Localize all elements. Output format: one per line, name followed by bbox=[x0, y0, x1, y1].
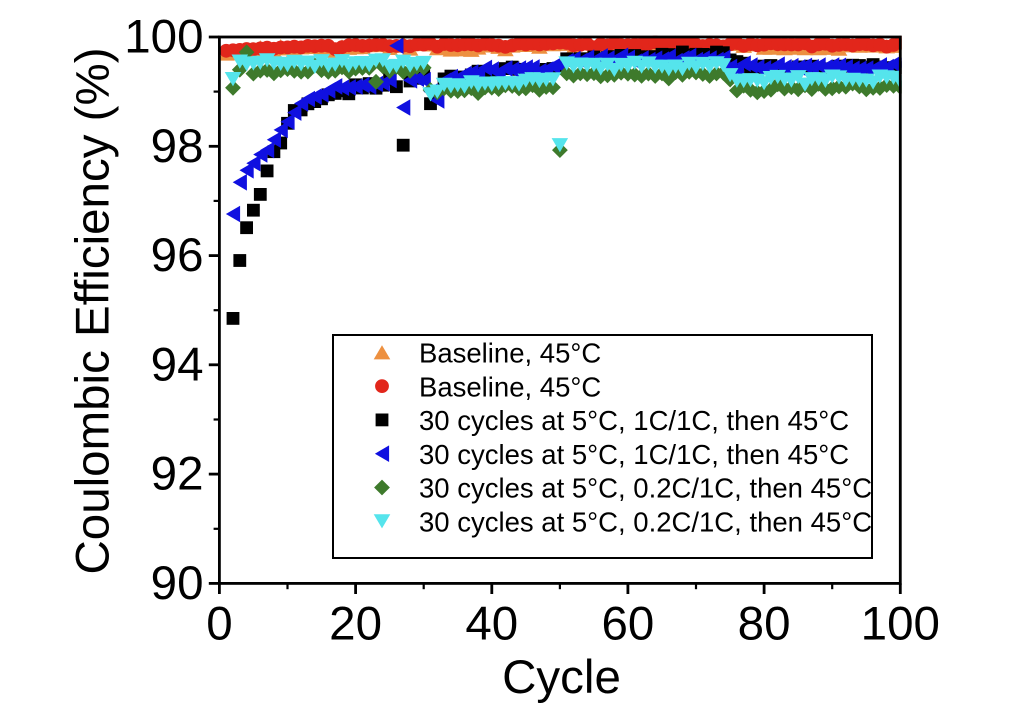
svg-text:Baseline, 45°C: Baseline, 45°C bbox=[419, 338, 601, 369]
svg-text:Baseline, 45°C: Baseline, 45°C bbox=[419, 371, 601, 402]
svg-text:30 cycles at 5°C, 1C/1C, then: 30 cycles at 5°C, 1C/1C, then 45°C bbox=[419, 439, 849, 470]
svg-text:90: 90 bbox=[151, 557, 204, 610]
svg-text:100: 100 bbox=[124, 11, 203, 64]
svg-text:20: 20 bbox=[329, 598, 382, 651]
svg-text:100: 100 bbox=[861, 598, 940, 651]
svg-text:96: 96 bbox=[151, 229, 204, 282]
svg-text:40: 40 bbox=[465, 598, 518, 651]
svg-text:0: 0 bbox=[206, 598, 232, 651]
svg-text:60: 60 bbox=[601, 598, 654, 651]
svg-text:30 cycles at 5°C, 0.2C/1C, the: 30 cycles at 5°C, 0.2C/1C, then 45°C bbox=[419, 507, 872, 538]
svg-text:94: 94 bbox=[151, 338, 204, 391]
svg-text:30 cycles at 5°C, 1C/1C, then: 30 cycles at 5°C, 1C/1C, then 45°C bbox=[419, 405, 849, 436]
svg-text:Coulombic Efficiency (%): Coulombic Efficiency (%) bbox=[67, 47, 120, 574]
svg-text:30 cycles at 5°C, 0.2C/1C, the: 30 cycles at 5°C, 0.2C/1C, then 45°C bbox=[419, 473, 872, 504]
svg-text:80: 80 bbox=[738, 598, 791, 651]
svg-text:98: 98 bbox=[151, 120, 204, 173]
svg-text:92: 92 bbox=[151, 448, 204, 501]
svg-text:Cycle: Cycle bbox=[502, 651, 621, 704]
